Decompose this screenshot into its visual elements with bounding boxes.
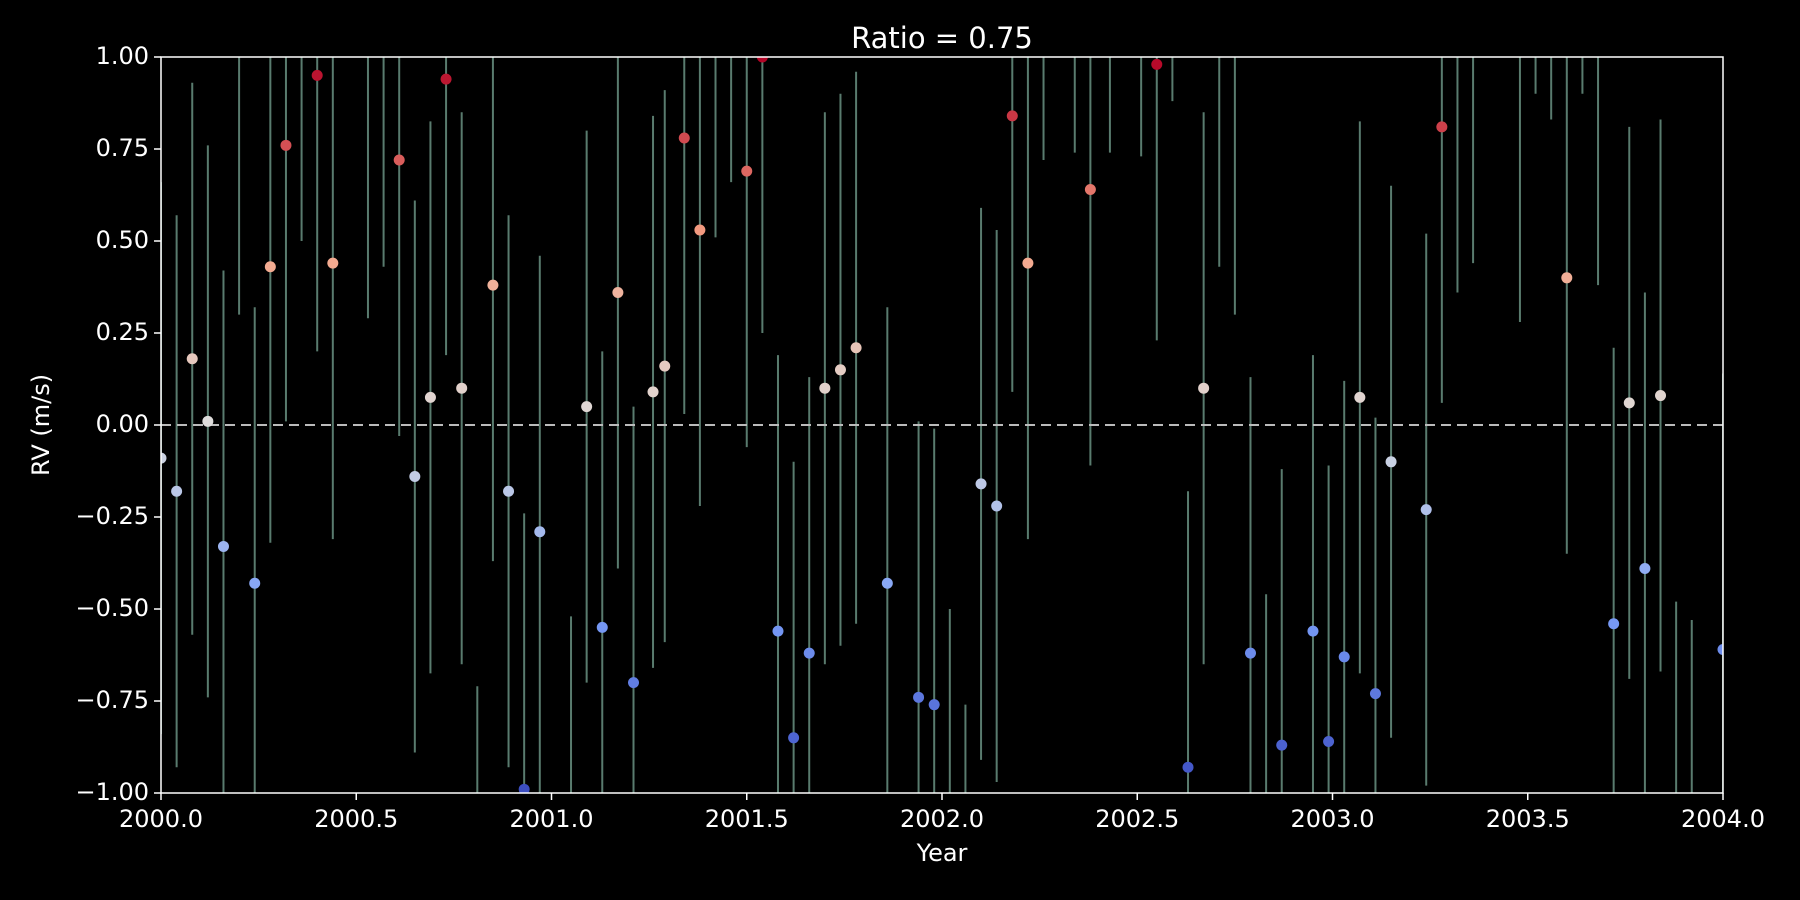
point (440, 73, 452, 85)
point (741, 165, 753, 177)
point (1420, 504, 1432, 516)
point (534, 526, 546, 538)
point (1436, 121, 1448, 133)
x-tick-label: 2001.0 (510, 805, 594, 833)
point (1561, 272, 1573, 284)
point (456, 382, 468, 394)
point (850, 342, 862, 354)
chart-title: Ratio = 0.75 (851, 21, 1033, 55)
point (647, 386, 659, 398)
y-tick-label: 0.50 (96, 226, 149, 254)
point (678, 132, 690, 144)
point (1006, 110, 1018, 122)
point (628, 677, 640, 689)
y-tick-label: 0.75 (96, 134, 149, 162)
x-tick-label: 2000.0 (119, 805, 203, 833)
x-axis-label: Year (916, 839, 968, 867)
x-tick-label: 2002.5 (1095, 805, 1179, 833)
point (217, 540, 229, 552)
point (756, 57, 768, 63)
point (612, 287, 624, 299)
y-tick-label: 0.25 (96, 318, 149, 346)
x-tick-label: 2001.5 (705, 805, 789, 833)
point (1084, 183, 1096, 195)
point (913, 691, 925, 703)
point (1323, 735, 1335, 747)
point (327, 257, 339, 269)
point (186, 353, 198, 365)
point (249, 577, 261, 589)
point (834, 364, 846, 376)
y-tick-label: −0.75 (75, 686, 149, 714)
point (1639, 563, 1651, 575)
point (694, 224, 706, 236)
y-tick-label: −1.00 (75, 778, 149, 806)
point (424, 391, 436, 403)
point (1623, 397, 1635, 409)
point (659, 360, 671, 372)
point (487, 279, 499, 291)
point (503, 485, 515, 497)
point (1276, 739, 1288, 751)
x-tick-label: 2003.0 (1291, 805, 1375, 833)
x-tick-label: 2000.5 (314, 805, 398, 833)
y-tick-label: −0.25 (75, 502, 149, 530)
point (975, 478, 987, 490)
point (928, 699, 940, 711)
x-tick-label: 2002.0 (900, 805, 984, 833)
point (1369, 688, 1381, 700)
point (409, 471, 421, 483)
point (1307, 625, 1319, 637)
point (1182, 761, 1194, 773)
point (1151, 58, 1163, 70)
point (393, 154, 405, 166)
point (1385, 456, 1397, 468)
point (819, 382, 831, 394)
point (264, 261, 276, 273)
point (1022, 257, 1034, 269)
point (596, 621, 608, 633)
point (202, 415, 214, 427)
y-axis-label: RV (m/s) (27, 374, 55, 476)
point (1655, 390, 1667, 402)
point (1717, 643, 1723, 655)
point (1608, 618, 1620, 630)
point (788, 732, 800, 744)
y-tick-label: 0.00 (96, 410, 149, 438)
point (1198, 382, 1210, 394)
point (803, 647, 815, 659)
point (881, 577, 893, 589)
point (1338, 651, 1350, 663)
point (280, 139, 292, 151)
point (1244, 647, 1256, 659)
point (518, 783, 530, 793)
plot-area (161, 57, 1723, 793)
point (161, 452, 167, 464)
point (581, 401, 593, 413)
x-tick-label: 2004.0 (1681, 805, 1765, 833)
point (772, 625, 784, 637)
x-tick-label: 2003.5 (1486, 805, 1570, 833)
point (991, 500, 1003, 512)
point (171, 485, 183, 497)
point (1354, 391, 1366, 403)
y-tick-label: −0.50 (75, 594, 149, 622)
point (311, 69, 323, 81)
y-tick-label: 1.00 (96, 42, 149, 70)
